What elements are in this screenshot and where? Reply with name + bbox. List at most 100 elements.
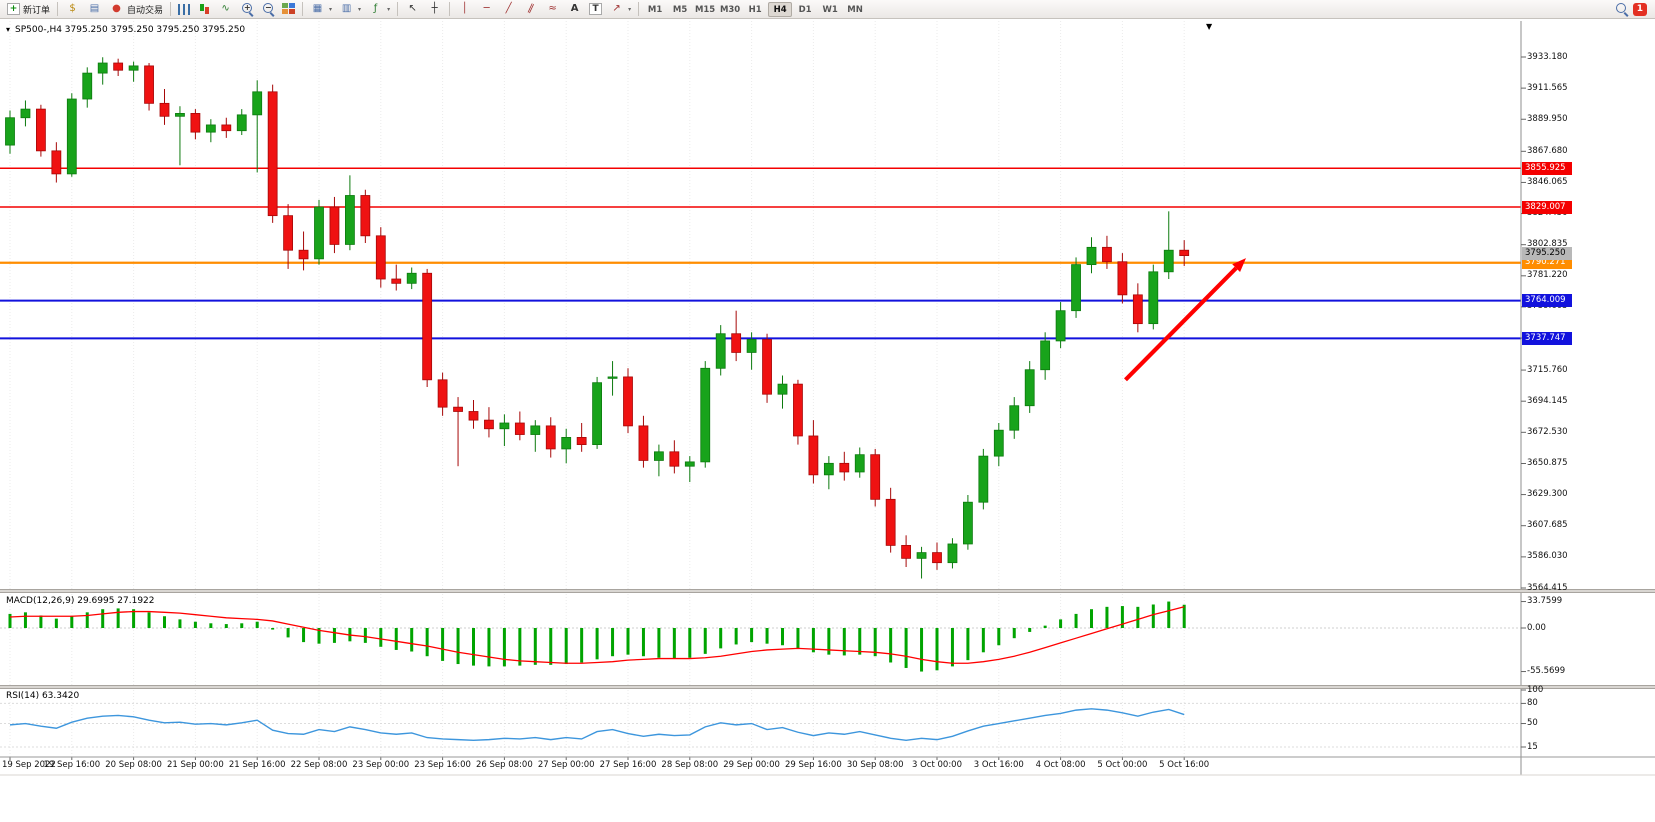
- line-chart-icon[interactable]: ∿: [215, 1, 236, 18]
- search-icon[interactable]: [1612, 1, 1632, 18]
- macd-histogram-bar: [1136, 606, 1140, 628]
- macd-histogram-bar: [981, 628, 985, 653]
- candlestick-chart-icon: [198, 3, 211, 15]
- horizontal-line-icon[interactable]: ─: [476, 1, 497, 18]
- macd-histogram-bar: [950, 628, 954, 667]
- candle-body: [375, 235, 386, 280]
- quick-trade-collapse-icon[interactable]: ▾: [6, 25, 11, 34]
- fibonacci-icon[interactable]: ≈: [542, 1, 563, 18]
- candle-body: [468, 411, 479, 421]
- arrows-icon[interactable]: ↗ ▾: [606, 1, 634, 18]
- macd-histogram-bar: [394, 628, 398, 650]
- macd-histogram-bar: [564, 628, 568, 665]
- market-watch-icon[interactable]: $: [62, 1, 83, 18]
- new-order-button[interactable]: + 新订单: [4, 1, 53, 18]
- candle-body: [1086, 246, 1097, 266]
- price-scale[interactable]: [1522, 19, 1655, 775]
- candle-body: [66, 98, 77, 175]
- data-window-icon[interactable]: ▤: [84, 1, 105, 18]
- vertical-line-icon[interactable]: │: [454, 1, 475, 18]
- candle-body: [113, 62, 124, 71]
- cursor-icon[interactable]: ↖: [402, 1, 423, 18]
- macd-histogram-bar: [703, 628, 707, 654]
- macd-histogram-bar: [734, 628, 738, 645]
- crosshair-icon[interactable]: ┼: [424, 1, 445, 18]
- macd-histogram-bar: [1182, 604, 1186, 628]
- macd-histogram-bar: [827, 628, 831, 655]
- alert-badge[interactable]: 1: [1632, 2, 1647, 16]
- trend-arrow[interactable]: [1123, 266, 1238, 382]
- zoom-out-icon[interactable]: −: [258, 1, 278, 18]
- timeframe-button-D1[interactable]: D1: [798, 4, 812, 15]
- arrows-icon: ↗: [612, 3, 621, 14]
- candle-body: [406, 272, 417, 284]
- chevron-down-icon: ▾: [329, 5, 333, 13]
- macd-histogram-bar: [1120, 606, 1124, 628]
- macd-histogram-bar: [873, 628, 877, 657]
- macd-signal-line: [9, 606, 1185, 664]
- pane-splitter[interactable]: [0, 589, 1655, 593]
- candle-body: [205, 124, 216, 133]
- candle-body: [329, 206, 340, 245]
- indicators-icon[interactable]: ƒ ▾: [365, 1, 393, 18]
- candle-body: [484, 419, 494, 430]
- macd-histogram-bar: [1167, 601, 1171, 628]
- time-axis[interactable]: [0, 757, 1655, 775]
- timeframe-button-M30[interactable]: M30: [719, 4, 741, 15]
- tile-windows-icon[interactable]: [279, 1, 298, 18]
- label-icon[interactable]: T: [586, 1, 605, 18]
- new-chart-icon[interactable]: ▦ ▾: [307, 1, 335, 18]
- candle-body: [731, 333, 742, 353]
- timeframe-button-H1[interactable]: H1: [748, 4, 762, 15]
- macd-histogram-bar: [271, 628, 275, 630]
- macd-histogram-bar: [688, 628, 692, 658]
- rsi-header: RSI(14) 63.3420: [6, 691, 79, 701]
- timeframe-button-MN[interactable]: MN: [847, 4, 863, 15]
- macd-histogram-bar: [966, 628, 970, 661]
- timeframe-button-H4[interactable]: H4: [768, 1, 793, 17]
- pane-splitter[interactable]: [0, 685, 1655, 689]
- candlestick-chart-icon[interactable]: [195, 1, 214, 18]
- autotrading-button[interactable]: ● 自动交易: [106, 1, 166, 18]
- candle-body: [963, 501, 973, 545]
- toolbar-separator: [302, 2, 304, 16]
- bar-chart-icon[interactable]: [175, 1, 194, 18]
- candle-body: [1163, 249, 1174, 273]
- toolbar-separator: [638, 2, 640, 16]
- macd-histogram-bar: [1105, 606, 1109, 628]
- macd-histogram-bar: [23, 612, 27, 628]
- macd-histogram-bar: [502, 628, 506, 667]
- candle-body: [1102, 246, 1112, 263]
- candle-body: [623, 376, 633, 427]
- profiles-icon[interactable]: ▥ ▾: [336, 1, 364, 18]
- macd-histogram-bar: [580, 628, 584, 663]
- macd-histogram-bar: [920, 628, 924, 672]
- crosshair-icon: ┼: [431, 3, 438, 14]
- macd-label-text: MACD(12,26,9) 29.6995 27.1922: [6, 596, 155, 606]
- chart-header: ▾ SP500-,H4 3795.250 3795.250 3795.250 3…: [6, 25, 245, 35]
- candle-body: [514, 422, 525, 435]
- macd-histogram-bar: [441, 628, 445, 661]
- macd-histogram-bar: [54, 618, 58, 628]
- text-icon[interactable]: A: [564, 1, 585, 18]
- timeframe-button-M1[interactable]: M1: [647, 4, 663, 15]
- macd-histogram-bar: [348, 628, 352, 642]
- timeframe-button-W1[interactable]: W1: [822, 4, 838, 15]
- zoom-in-icon: +: [240, 2, 254, 16]
- timeframe-button-M15[interactable]: M15: [694, 4, 716, 15]
- macd-histogram-bar: [101, 609, 105, 628]
- timeframe-button-M5[interactable]: M5: [672, 4, 688, 15]
- candle-body: [978, 455, 989, 503]
- new-order-icon: +: [7, 3, 20, 15]
- trend-arrow-head[interactable]: [1232, 258, 1246, 272]
- chart-shift-marker-icon[interactable]: ▼: [1206, 22, 1213, 31]
- candle-body: [1009, 405, 1020, 431]
- macd-histogram-bar: [611, 628, 615, 657]
- trendline-icon[interactable]: ╱: [498, 1, 519, 18]
- zoom-in-icon[interactable]: +: [237, 1, 257, 18]
- line-chart-icon: ∿: [221, 3, 230, 14]
- channel-icon[interactable]: ∥: [520, 1, 541, 18]
